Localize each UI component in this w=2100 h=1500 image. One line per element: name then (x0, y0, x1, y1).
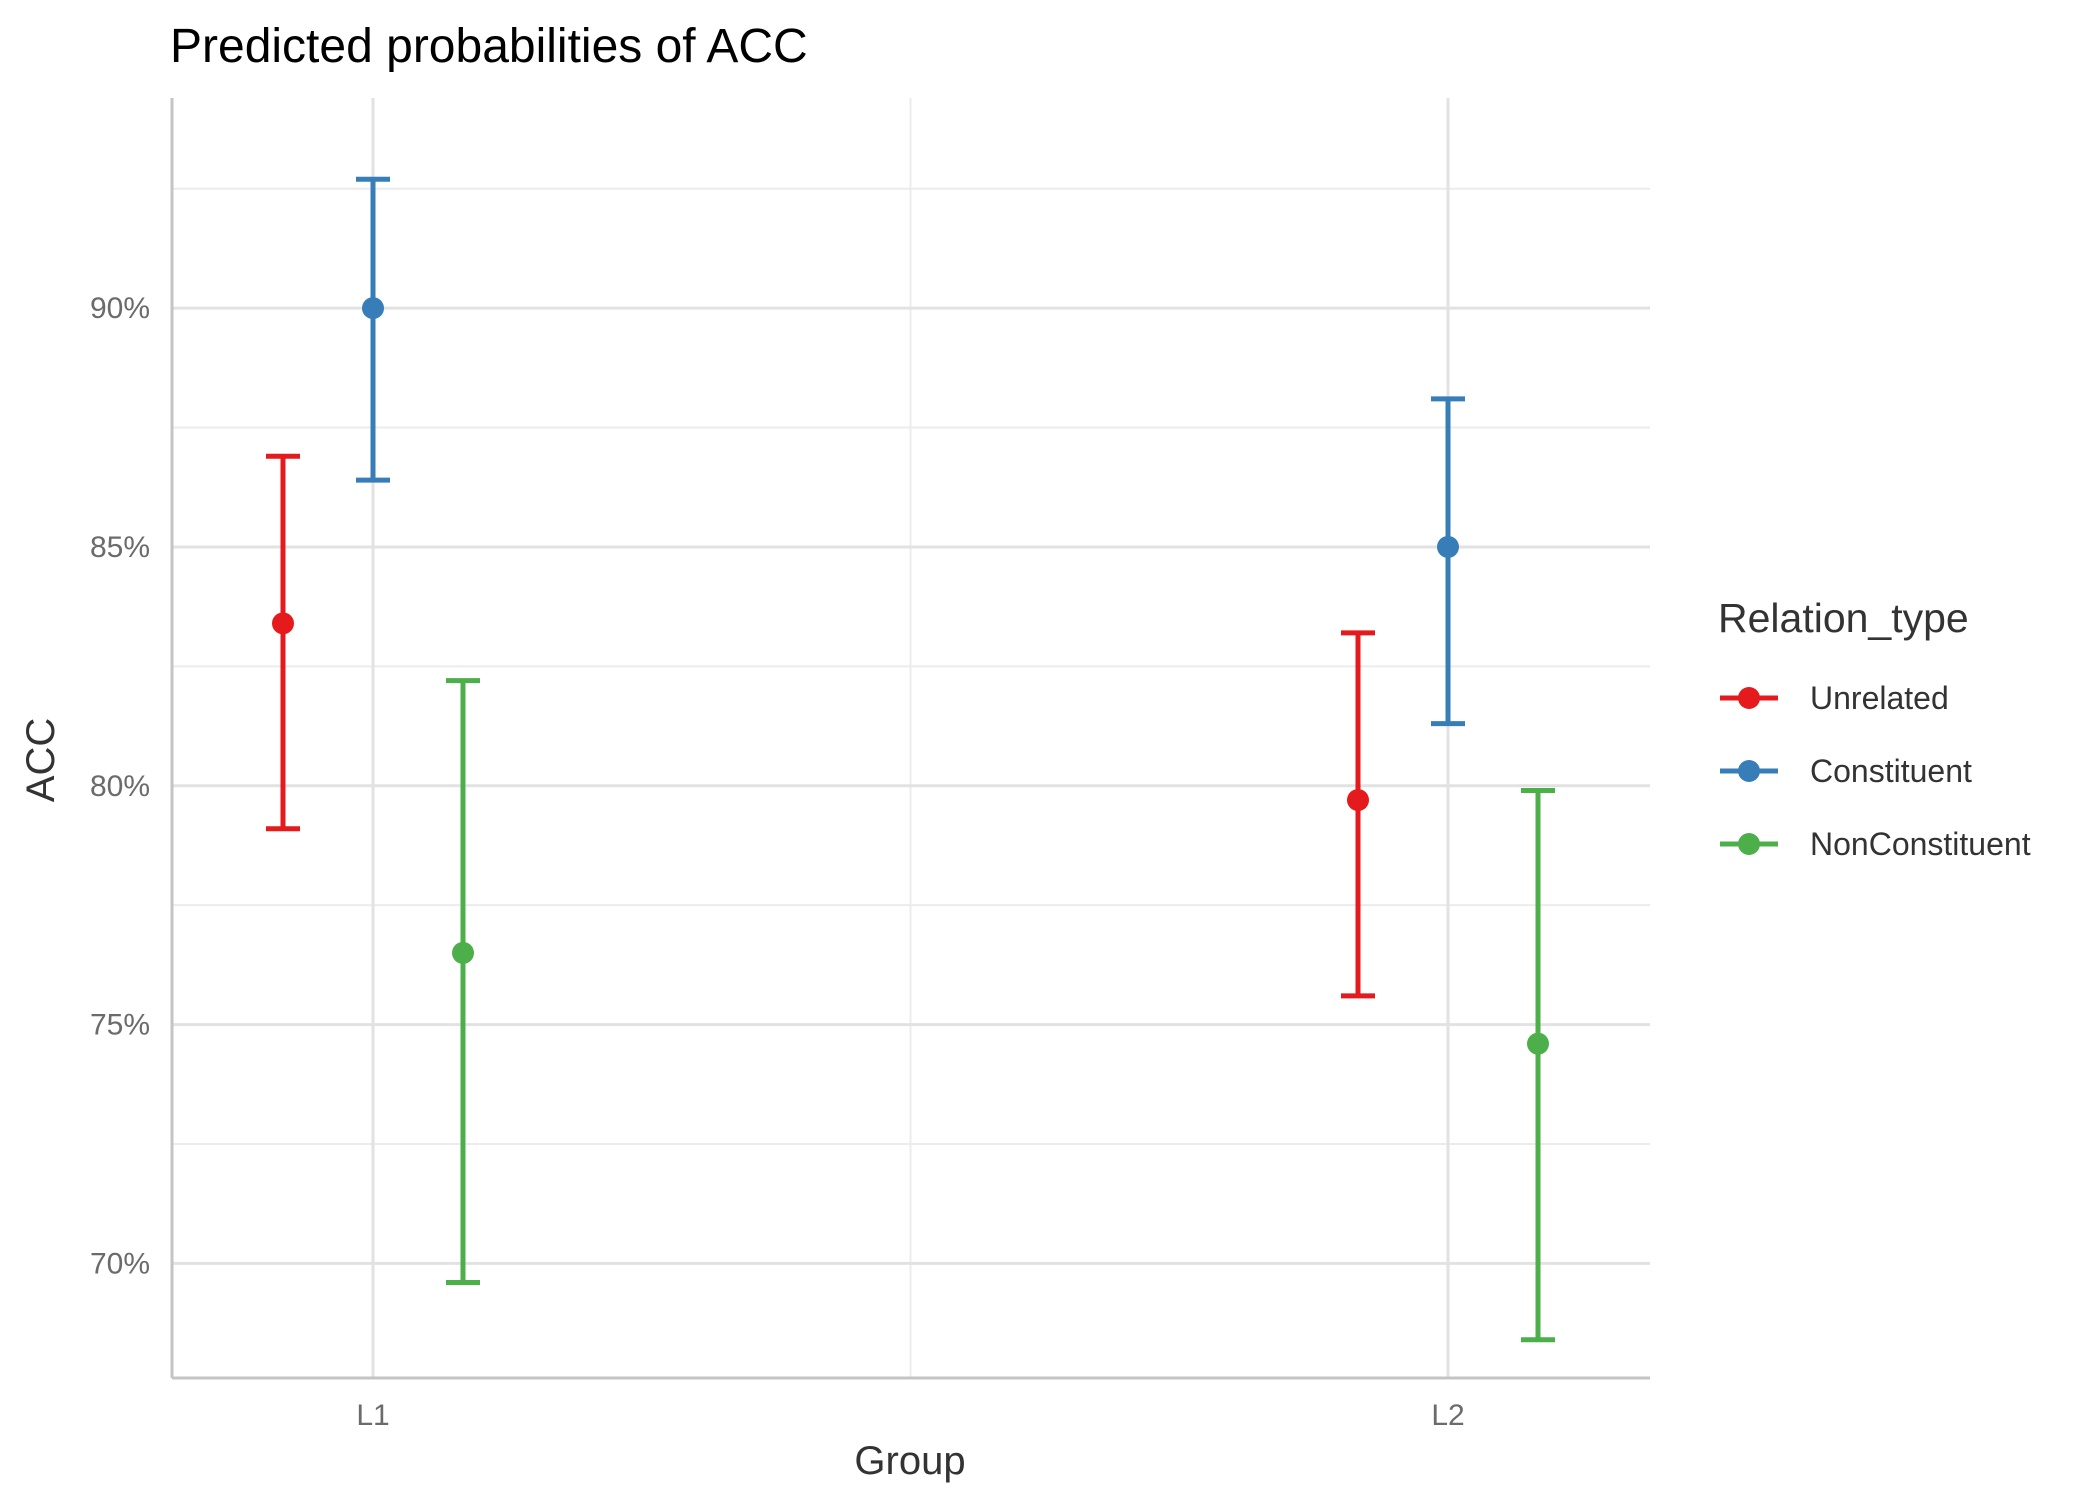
x-axis-title: Group (854, 1439, 965, 1483)
y-tick-labels: 70% 75% 80% 85% 90% (90, 292, 150, 1280)
y-tick-label: 75% (90, 1009, 150, 1042)
data-point (1527, 1032, 1549, 1055)
data-point (272, 612, 294, 635)
x-tick-labels: L1 L2 (356, 1399, 1464, 1432)
data-point (1437, 535, 1459, 558)
legend-key-point (1738, 833, 1760, 855)
y-axis-title: ACC (19, 718, 63, 802)
x-tick-label: L1 (356, 1399, 389, 1432)
data-point (452, 941, 474, 964)
chart-title: Predicted probabilities of ACC (170, 20, 808, 73)
legend-key-point (1738, 760, 1760, 782)
y-tick-label: 90% (90, 292, 150, 325)
grid-minor (172, 98, 1650, 1378)
legend-label: Unrelated (1810, 680, 1949, 716)
legend-title: Relation_type (1718, 595, 1969, 641)
y-tick-label: 85% (90, 531, 150, 564)
legend-label: NonConstituent (1810, 826, 2031, 862)
x-tick-label: L2 (1431, 1399, 1464, 1432)
axes (170, 98, 1650, 1380)
y-tick-label: 70% (90, 1247, 150, 1280)
y-tick-label: 80% (90, 770, 150, 803)
data-point (1347, 789, 1369, 812)
legend-key-point (1738, 687, 1760, 709)
data-marks (266, 176, 1555, 1343)
legend-label: Constituent (1810, 753, 1972, 789)
legend: Relation_type Unrelated Constituent NonCon… (1718, 595, 2031, 862)
data-point (362, 297, 384, 320)
